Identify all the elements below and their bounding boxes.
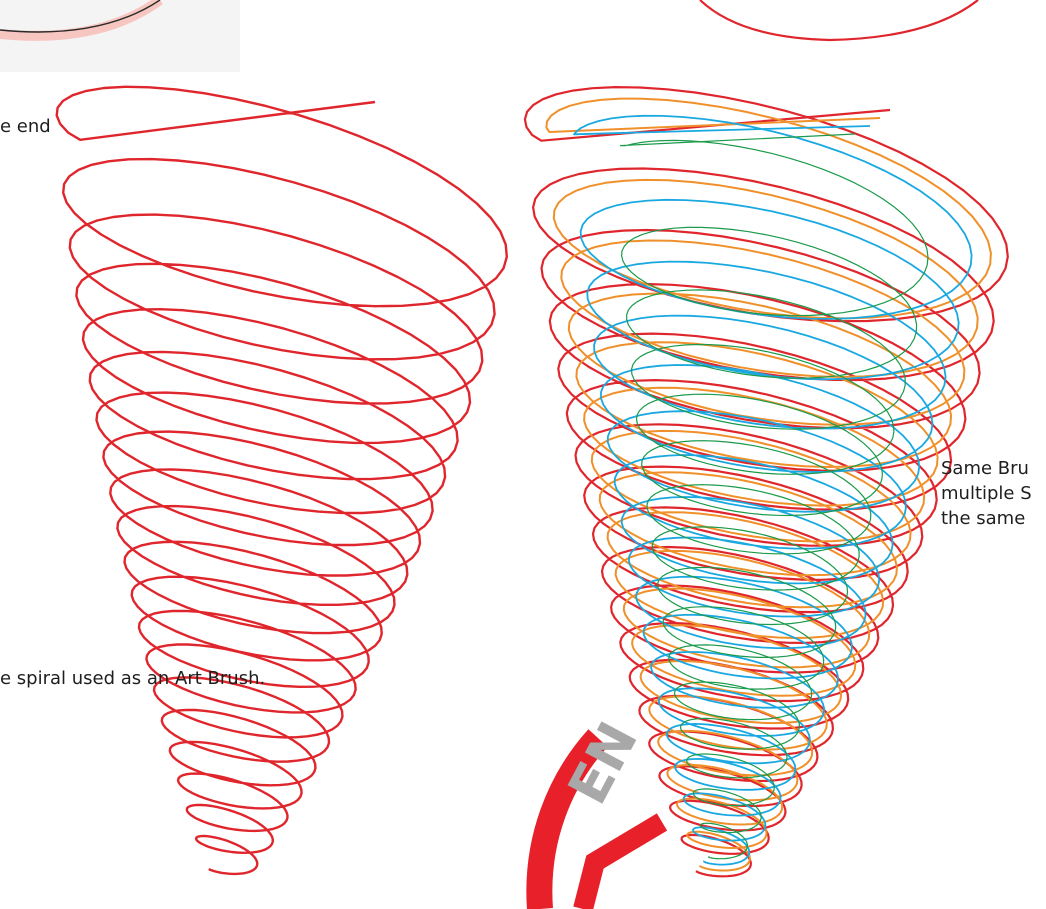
right-spiral xyxy=(523,86,1009,878)
spiral-stroke xyxy=(523,86,1009,878)
spiral-stroke xyxy=(573,114,973,866)
left-spiral xyxy=(55,85,508,876)
logo-fragment: EN xyxy=(526,712,668,909)
caption-line: the same xyxy=(941,508,1026,529)
caption-art-brush: e spiral used as an Art Brush. xyxy=(0,668,266,689)
caption-same-brush: Same Bru multiple S the same xyxy=(941,456,1032,531)
caption-end: e end xyxy=(0,116,51,137)
spiral-stroke xyxy=(619,133,929,860)
spiral-stroke xyxy=(545,97,992,872)
caption-line: multiple S xyxy=(941,483,1032,504)
spiral-stroke xyxy=(55,85,508,876)
caption-line: Same Bru xyxy=(941,458,1029,479)
top-circle-arc xyxy=(699,0,979,42)
corner-circle-fragment xyxy=(0,0,240,72)
